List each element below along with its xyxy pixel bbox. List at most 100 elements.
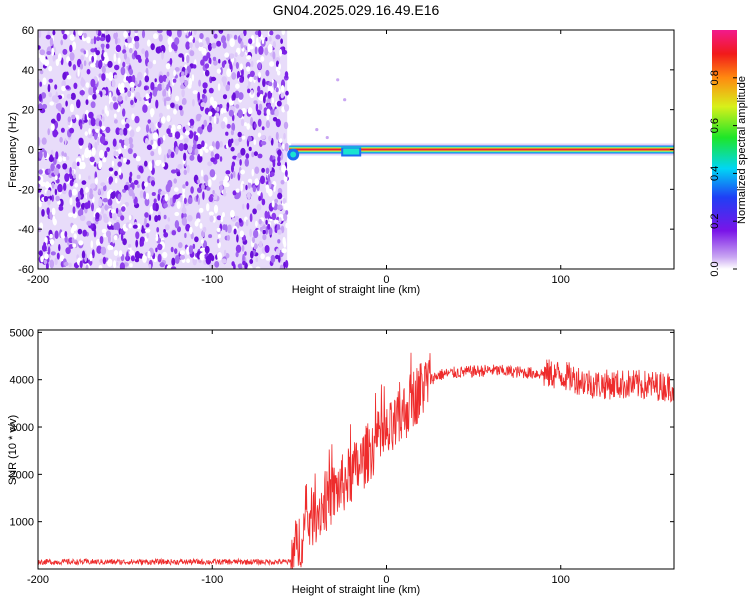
noise-speck — [184, 130, 190, 136]
noise-speck — [149, 206, 154, 215]
noise-speck — [100, 246, 107, 255]
noise-speck — [86, 220, 92, 226]
noise-speck — [71, 169, 75, 177]
noise-speck — [173, 108, 177, 115]
noise-speck — [131, 74, 136, 84]
noise-speck — [74, 183, 79, 188]
noise-speck — [142, 254, 147, 263]
noise-speck — [118, 148, 122, 155]
noise-speck — [258, 240, 263, 248]
noise-speck — [164, 224, 170, 231]
noise-speck — [258, 71, 261, 79]
noise-speck — [269, 30, 274, 36]
noise-speck — [51, 194, 54, 202]
noise-speck — [155, 233, 159, 242]
noise-speck — [111, 211, 116, 219]
noise-speck — [53, 95, 60, 104]
noise-speck — [201, 93, 206, 99]
noise-speck — [285, 169, 288, 177]
noise-speck — [221, 61, 225, 68]
noise-speck — [95, 50, 100, 56]
noise-speck — [60, 231, 66, 239]
noise-speck — [150, 43, 155, 51]
y-tick-label: 3000 — [10, 422, 34, 434]
noise-speck — [253, 75, 257, 80]
noise-speck — [106, 230, 111, 238]
noise-speck — [90, 101, 96, 109]
noise-speck — [100, 182, 106, 187]
noise-speck — [227, 224, 232, 234]
noise-speck — [133, 50, 138, 57]
noise-speck — [52, 215, 56, 224]
noise-speck — [63, 261, 69, 267]
noise-speck — [64, 30, 70, 36]
noise-speck — [285, 90, 289, 96]
noise-speck — [128, 68, 134, 76]
noise-speck — [77, 209, 82, 217]
noise-speck — [222, 108, 228, 113]
noise-speck — [55, 151, 59, 160]
noise-speck — [159, 262, 165, 268]
noise-speck — [154, 215, 159, 223]
y-tick-label: 5000 — [10, 327, 34, 339]
noise-speck — [81, 180, 87, 185]
noise-speck — [241, 69, 244, 78]
noise-speck — [239, 77, 243, 83]
noise-speck — [183, 169, 187, 175]
noise-speck — [127, 36, 132, 44]
noise-speck — [262, 234, 267, 241]
noise-speck — [283, 261, 286, 269]
noise-speck — [98, 59, 103, 68]
noise-speck — [40, 255, 44, 263]
noise-speck — [253, 123, 257, 129]
noise-speck — [67, 116, 72, 123]
noise-speck — [190, 186, 194, 194]
noise-speck — [275, 131, 279, 140]
noise-speck — [210, 151, 214, 158]
noise-speck — [199, 33, 204, 40]
noise-speck — [85, 99, 89, 105]
noise-speck — [92, 93, 97, 100]
noise-speck — [69, 179, 74, 187]
noise-speck — [257, 30, 262, 38]
noise-speck — [283, 132, 286, 140]
noise-speck — [76, 161, 80, 167]
noise-speck — [181, 97, 187, 106]
noise-speck — [110, 209, 116, 214]
noise-speck — [226, 68, 232, 78]
noise-speck — [257, 153, 263, 159]
noise-speck — [109, 101, 115, 111]
noise-speck — [166, 84, 169, 91]
noise-speck — [186, 54, 190, 64]
noise-speck — [183, 143, 188, 151]
noise-speck — [158, 146, 162, 156]
noise-speck — [136, 223, 141, 230]
noise-speck — [220, 121, 226, 130]
noise-speck — [200, 239, 204, 244]
noise-speck — [220, 215, 224, 223]
weak-point — [315, 127, 319, 132]
noise-speck — [166, 128, 171, 135]
noise-speck — [83, 60, 87, 67]
noise-speck — [48, 156, 55, 162]
noise-speck — [194, 135, 199, 142]
y-tick-label: -20 — [18, 184, 34, 196]
noise-speck — [268, 188, 273, 197]
noise-speck — [244, 158, 249, 167]
noise-speck — [253, 229, 259, 239]
noise-speck — [216, 106, 220, 112]
noise-speck — [100, 43, 105, 48]
noise-speck — [44, 237, 48, 243]
noise-speck — [120, 215, 125, 221]
noise-speck — [257, 132, 262, 138]
noise-speck — [209, 215, 214, 223]
noise-speck — [135, 231, 140, 240]
noise-speck — [144, 181, 148, 188]
noise-speck — [95, 30, 99, 35]
x-tick-label: -100 — [201, 574, 223, 586]
noise-speck — [163, 154, 167, 163]
noise-speck — [275, 66, 279, 72]
noise-speck — [265, 69, 270, 77]
noise-speck — [151, 192, 156, 196]
noise-speck — [121, 119, 125, 125]
